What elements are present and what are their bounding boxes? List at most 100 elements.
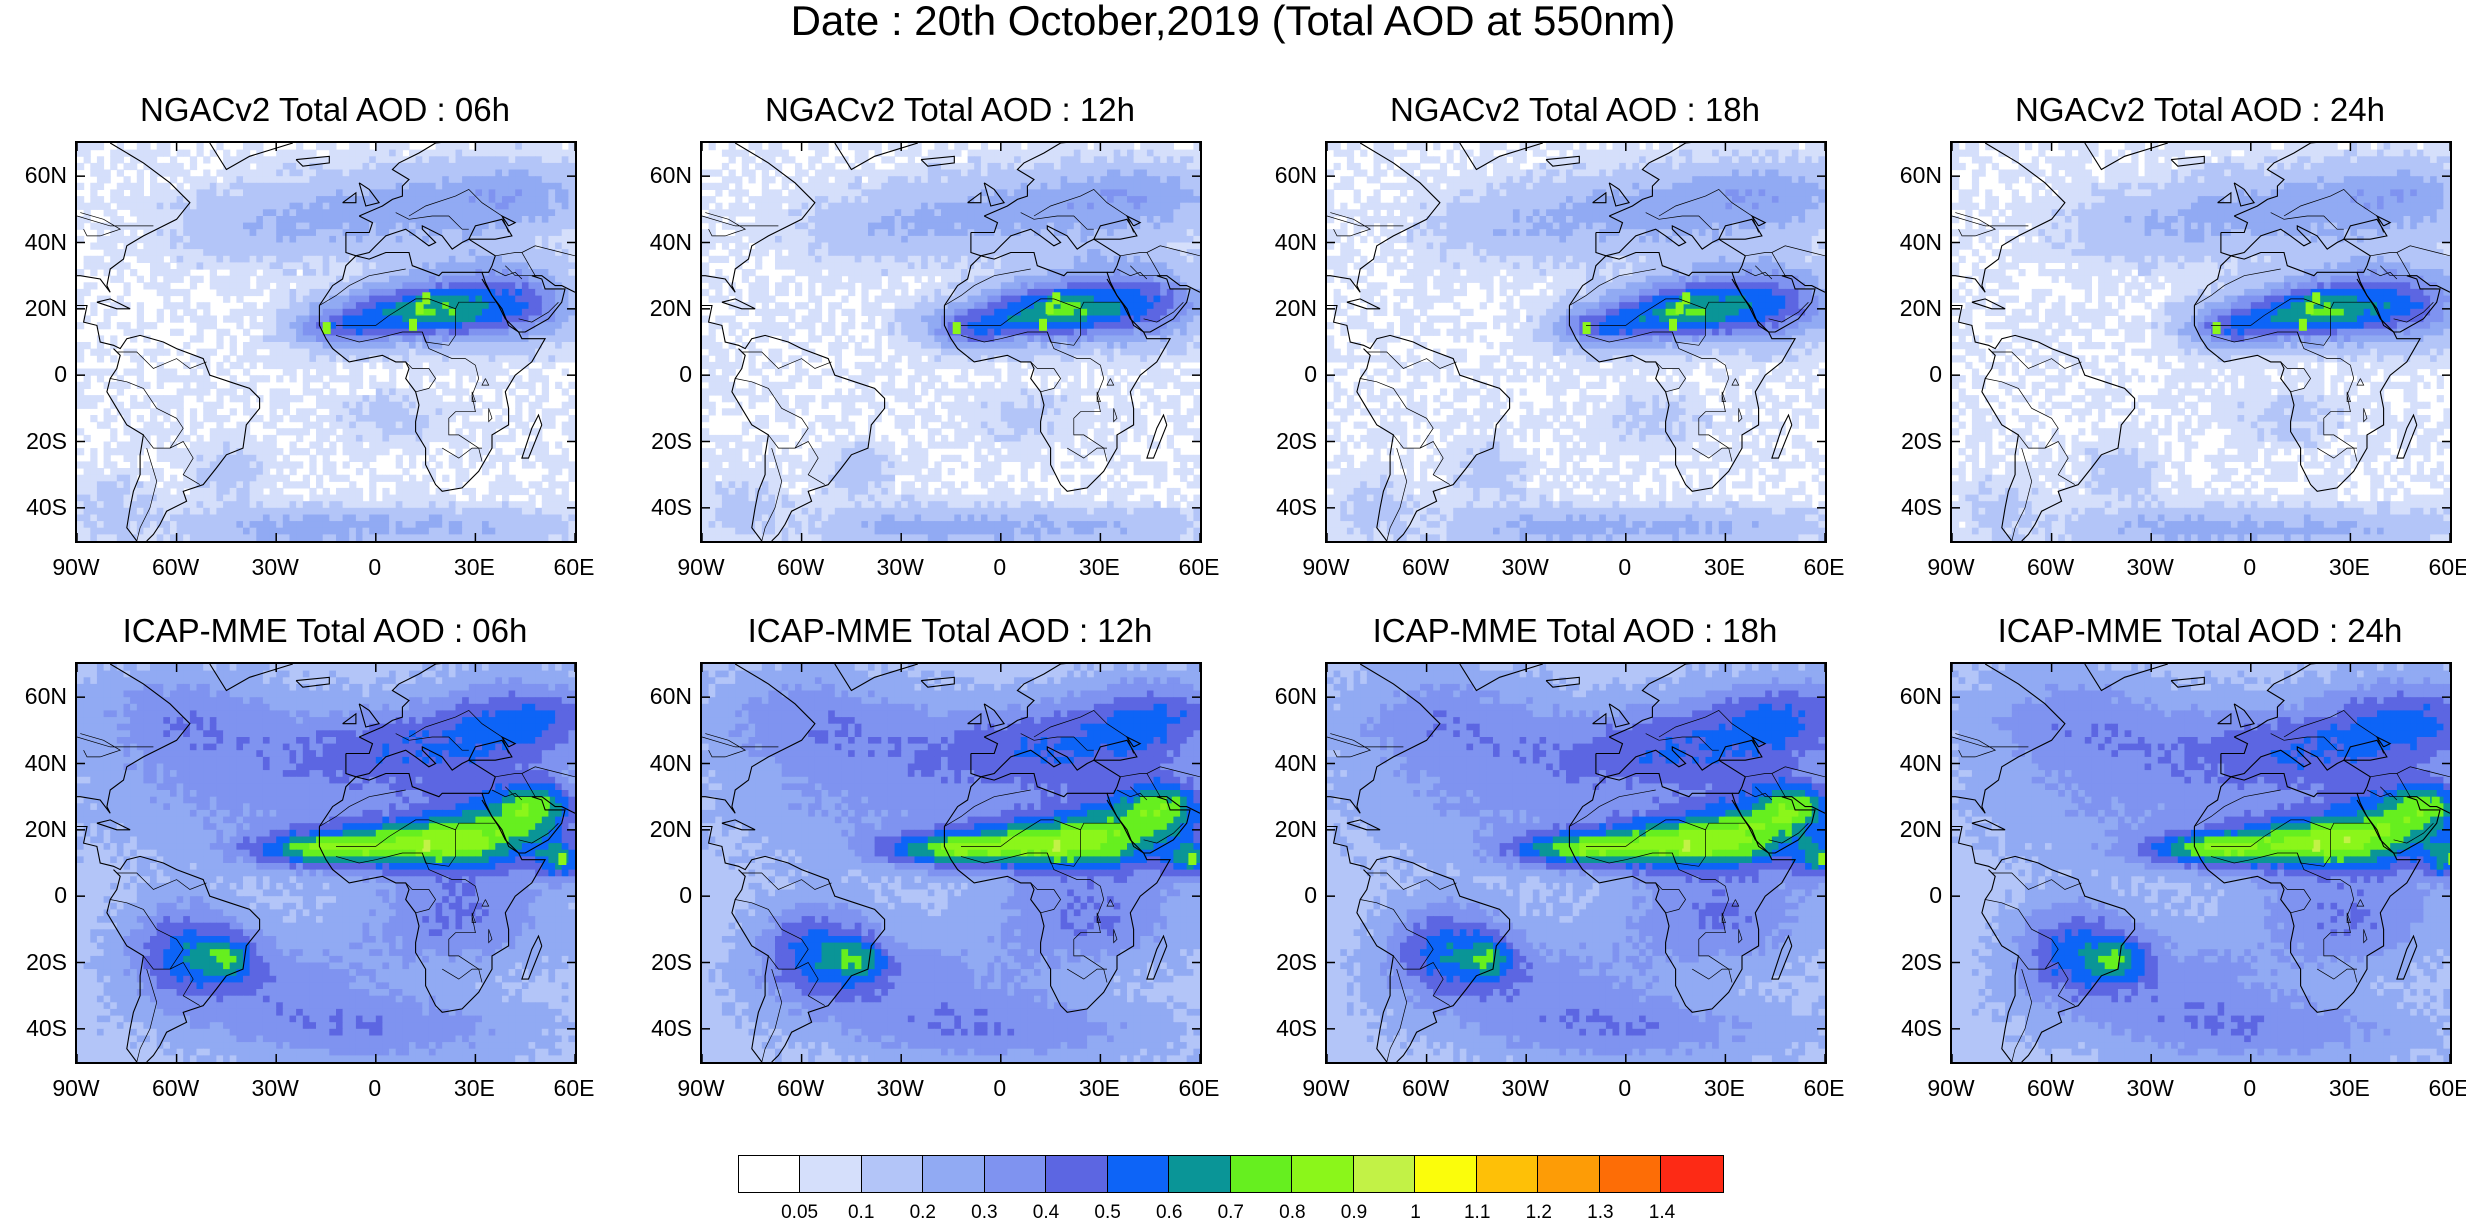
aod-cell xyxy=(303,388,310,395)
aod-cell xyxy=(270,249,277,256)
aod-cell xyxy=(363,534,370,541)
aod-cell xyxy=(442,475,449,482)
aod-cell xyxy=(1154,156,1161,163)
aod-cell xyxy=(396,488,403,495)
aod-cell xyxy=(296,223,303,230)
aod-cell xyxy=(402,435,409,442)
aod-cell xyxy=(263,322,270,329)
aod-cell xyxy=(316,515,323,522)
aod-cell xyxy=(363,170,370,177)
aod-cell xyxy=(124,329,131,336)
aod-cell xyxy=(336,495,343,502)
aod-cell xyxy=(170,316,177,323)
aod-cell xyxy=(436,408,443,415)
aod-cell xyxy=(276,150,283,157)
aod-cell xyxy=(356,448,363,455)
aod-cell xyxy=(1074,223,1081,230)
aod-cell xyxy=(256,282,263,289)
aod-cell xyxy=(349,408,356,415)
aod-cell xyxy=(515,508,522,515)
aod-cell xyxy=(1041,176,1048,183)
aod-cell xyxy=(475,150,482,157)
aod-cell xyxy=(90,196,97,203)
aod-cell xyxy=(329,309,336,316)
aod-cell xyxy=(329,209,336,216)
aod-cell xyxy=(475,216,482,223)
aod-cell xyxy=(389,316,396,323)
aod-cell xyxy=(349,422,356,429)
aod-cell xyxy=(409,475,416,482)
aod-cell xyxy=(236,515,243,522)
aod-cell xyxy=(1034,243,1041,250)
aod-cell xyxy=(482,256,489,263)
aod-cell xyxy=(835,236,842,243)
aod-cell xyxy=(495,329,502,336)
aod-cell xyxy=(1007,189,1014,196)
aod-cell xyxy=(941,249,948,256)
aod-cell xyxy=(177,163,184,170)
aod-cell xyxy=(482,468,489,475)
aod-cell xyxy=(389,521,396,528)
aod-cell xyxy=(84,150,91,157)
aod-cell xyxy=(402,442,409,449)
aod-cell xyxy=(841,249,848,256)
aod-cell xyxy=(861,236,868,243)
aod-cell xyxy=(356,262,363,269)
aod-cell xyxy=(290,501,297,508)
aod-cell xyxy=(542,216,549,223)
aod-cell xyxy=(163,216,170,223)
aod-cell xyxy=(462,282,469,289)
aod-cell xyxy=(855,150,862,157)
aod-cell xyxy=(822,196,829,203)
aod-cell xyxy=(223,534,230,541)
aod-cell xyxy=(236,461,243,468)
aod-cell xyxy=(363,296,370,303)
aod-cell xyxy=(1061,223,1068,230)
aod-cell xyxy=(509,183,516,190)
aod-cell xyxy=(283,349,290,356)
aod-cell xyxy=(928,243,935,250)
aod-cell xyxy=(236,362,243,369)
aod-cell xyxy=(948,269,955,276)
aod-cell xyxy=(349,335,356,342)
aod-cell xyxy=(97,515,104,522)
aod-cell xyxy=(462,176,469,183)
aod-cell xyxy=(788,256,795,263)
aod-cell xyxy=(422,435,429,442)
aod-cell xyxy=(402,203,409,210)
aod-cell xyxy=(343,415,350,422)
aod-cell xyxy=(216,223,223,230)
aod-cell xyxy=(941,236,948,243)
aod-cell xyxy=(283,269,290,276)
aod-cell xyxy=(562,402,569,409)
aod-cell xyxy=(1120,143,1127,150)
aod-cell xyxy=(210,316,217,323)
aod-cell xyxy=(548,183,555,190)
aod-cell xyxy=(1081,170,1088,177)
aod-cell xyxy=(1007,150,1014,157)
aod-cell xyxy=(416,515,423,522)
aod-cell xyxy=(369,316,376,323)
aod-cell xyxy=(382,170,389,177)
aod-cell xyxy=(389,276,396,283)
aod-cell xyxy=(143,515,150,522)
aod-cell xyxy=(1034,223,1041,230)
aod-cell xyxy=(442,335,449,342)
aod-cell xyxy=(296,362,303,369)
aod-cell xyxy=(729,236,736,243)
aod-cell xyxy=(316,282,323,289)
aod-cell xyxy=(157,150,164,157)
aod-cell xyxy=(343,402,350,409)
aod-cell xyxy=(495,176,502,183)
aod-cell xyxy=(283,534,290,541)
aod-cell xyxy=(230,249,237,256)
aod-cell xyxy=(250,229,257,236)
aod-cell xyxy=(290,468,297,475)
aod-cell xyxy=(396,362,403,369)
aod-cell xyxy=(77,355,84,362)
aod-cell xyxy=(250,203,257,210)
aod-cell xyxy=(210,276,217,283)
aod-cell xyxy=(1127,196,1134,203)
aod-cell xyxy=(356,501,363,508)
aod-cell xyxy=(828,209,835,216)
